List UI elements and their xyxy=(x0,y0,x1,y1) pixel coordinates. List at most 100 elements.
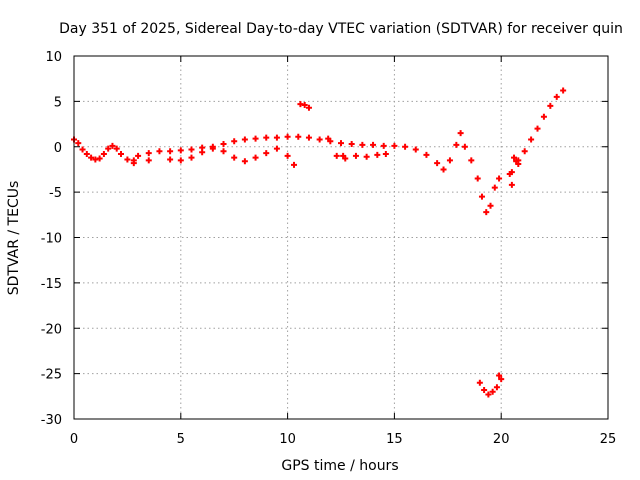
data-point xyxy=(440,166,447,173)
data-point xyxy=(487,202,494,209)
data-point xyxy=(105,145,112,152)
tick-labels: 0 5 10 15 20 25 -30 -25 -20 -15 -10 -5 0 5 10 xyxy=(41,50,617,447)
series-midday-cluster xyxy=(333,151,389,162)
data-point xyxy=(560,87,567,94)
data-point xyxy=(231,154,238,161)
x-tick-label: 20 xyxy=(493,432,510,447)
series-recovery xyxy=(508,87,567,176)
data-point xyxy=(284,133,291,140)
data-point xyxy=(220,148,227,155)
data-point xyxy=(273,134,280,141)
y-tick-label: -5 xyxy=(49,186,62,201)
x-tick-label: 10 xyxy=(279,432,296,447)
x-tick-label: 15 xyxy=(386,432,403,447)
data-point xyxy=(338,140,344,147)
data-point xyxy=(209,145,216,152)
y-tick-label: 5 xyxy=(54,95,62,110)
data-point xyxy=(493,384,500,391)
data-point xyxy=(263,134,270,141)
data-point xyxy=(145,150,152,157)
series-isolated-points xyxy=(297,101,522,188)
data-point xyxy=(380,142,387,149)
series-low-outliers xyxy=(476,372,505,398)
data-point xyxy=(483,209,490,216)
data-point xyxy=(481,386,488,393)
data-point xyxy=(412,146,419,153)
data-point xyxy=(485,391,492,398)
data-point xyxy=(457,130,464,137)
data-point xyxy=(88,154,95,161)
data-point xyxy=(177,157,184,164)
data-point xyxy=(489,388,496,395)
series-main-band xyxy=(71,130,464,173)
data-point xyxy=(130,160,137,167)
data-point xyxy=(156,148,163,155)
data-point xyxy=(220,141,227,148)
data-point xyxy=(468,157,475,164)
data-point xyxy=(100,151,107,158)
data-point xyxy=(423,151,430,158)
data-point xyxy=(515,160,522,167)
y-tick-label: -10 xyxy=(41,232,62,247)
data-point xyxy=(498,376,505,383)
data-point xyxy=(96,155,103,162)
data-point xyxy=(316,136,323,143)
data-point xyxy=(135,152,142,159)
data-point xyxy=(263,150,270,157)
data-point xyxy=(305,134,312,141)
x-tick-label: 25 xyxy=(600,432,617,447)
data-point xyxy=(496,372,503,379)
data-point xyxy=(474,175,481,182)
y-tick-label: -20 xyxy=(41,322,62,337)
data-point xyxy=(540,113,547,120)
data-point xyxy=(325,135,332,142)
data-point xyxy=(508,181,515,188)
y-axis-label: SDTVAR / TECUs xyxy=(6,181,22,296)
data-point xyxy=(188,146,195,153)
data-point xyxy=(434,160,441,167)
data-point xyxy=(359,141,366,148)
y-tick-label: 10 xyxy=(45,50,62,65)
data-point xyxy=(83,151,90,158)
data-point xyxy=(124,156,131,163)
data-point xyxy=(241,158,248,165)
series-dip xyxy=(461,143,503,216)
data-point xyxy=(453,141,460,148)
data-point xyxy=(528,136,535,143)
data-point xyxy=(370,141,377,148)
x-tick-label: 5 xyxy=(177,432,185,447)
data-point xyxy=(496,175,503,182)
chart-title: Day 351 of 2025, Sidereal Day-to-day VTE… xyxy=(59,21,623,37)
data-point xyxy=(534,125,541,132)
data-point xyxy=(553,93,560,100)
grid xyxy=(74,56,608,419)
data-point xyxy=(382,151,389,158)
data-point xyxy=(363,153,370,160)
data-point xyxy=(295,133,302,140)
y-tick-label: -25 xyxy=(41,368,62,383)
y-tick-label: 0 xyxy=(54,141,62,156)
data-point xyxy=(241,136,248,143)
data-point xyxy=(333,152,340,159)
data-point xyxy=(506,170,513,177)
y-tick-label: -30 xyxy=(41,413,62,428)
data-point xyxy=(461,143,468,150)
data-point xyxy=(109,142,116,149)
data-point xyxy=(273,145,280,152)
data-point xyxy=(476,379,483,386)
data-point xyxy=(402,143,409,150)
y-tick-label: -15 xyxy=(41,277,62,292)
data-point xyxy=(521,148,528,155)
data-point xyxy=(446,157,453,164)
x-axis-label: GPS time / hours xyxy=(281,458,398,474)
data-point xyxy=(79,146,86,153)
data-point xyxy=(117,151,124,158)
data-point xyxy=(547,102,554,109)
data-point xyxy=(291,161,298,168)
data-point xyxy=(167,148,174,155)
data-point xyxy=(352,152,359,159)
data-point xyxy=(199,149,206,156)
data-point xyxy=(252,135,259,142)
